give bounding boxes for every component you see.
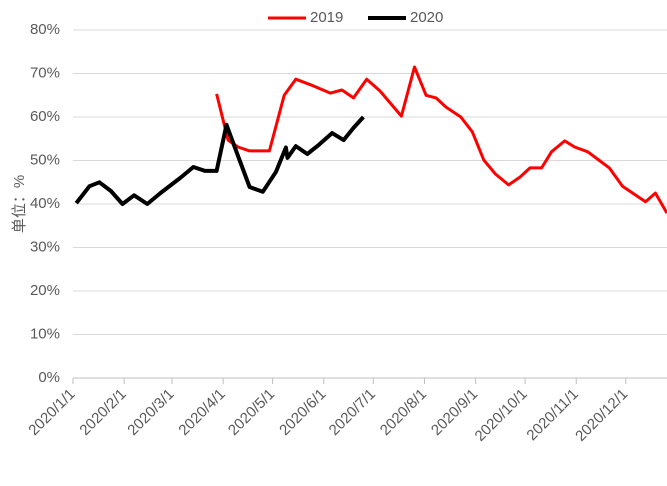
y-tick-label: 0% — [38, 369, 60, 386]
line-series — [74, 115, 365, 206]
legend-label: 2019 — [310, 9, 343, 26]
x-tick-label: 2020/1/1 — [25, 386, 78, 439]
x-tick-label: 2020/3/1 — [124, 386, 177, 439]
y-tick-label: 80% — [30, 21, 60, 38]
y-tick-label: 60% — [30, 108, 60, 125]
x-tick-label: 2020/8/1 — [377, 386, 430, 439]
x-tick-label: 2020/4/1 — [175, 386, 228, 439]
x-tick-label: 2020/10/1 — [472, 386, 531, 445]
x-tick-label: 2020/2/1 — [76, 386, 129, 439]
x-tick-label: 2020/11/1 — [523, 386, 581, 444]
x-tick-label: 2020/12/1 — [572, 386, 631, 445]
legend-label: 2020 — [410, 9, 443, 26]
y-tick-label: 20% — [30, 282, 60, 299]
line-series — [215, 65, 667, 214]
y-tick-label: 30% — [30, 238, 60, 255]
y-tick-label: 50% — [30, 151, 60, 168]
y-axis-label: 单位：% — [11, 175, 28, 233]
x-tick-label: 2020/6/1 — [276, 386, 329, 439]
x-tick-label: 2020/7/1 — [326, 386, 379, 439]
x-tick-label: 2020/5/1 — [225, 386, 278, 439]
y-tick-label: 40% — [30, 195, 60, 212]
y-tick-label: 70% — [30, 64, 60, 81]
y-tick-label: 10% — [30, 325, 60, 342]
